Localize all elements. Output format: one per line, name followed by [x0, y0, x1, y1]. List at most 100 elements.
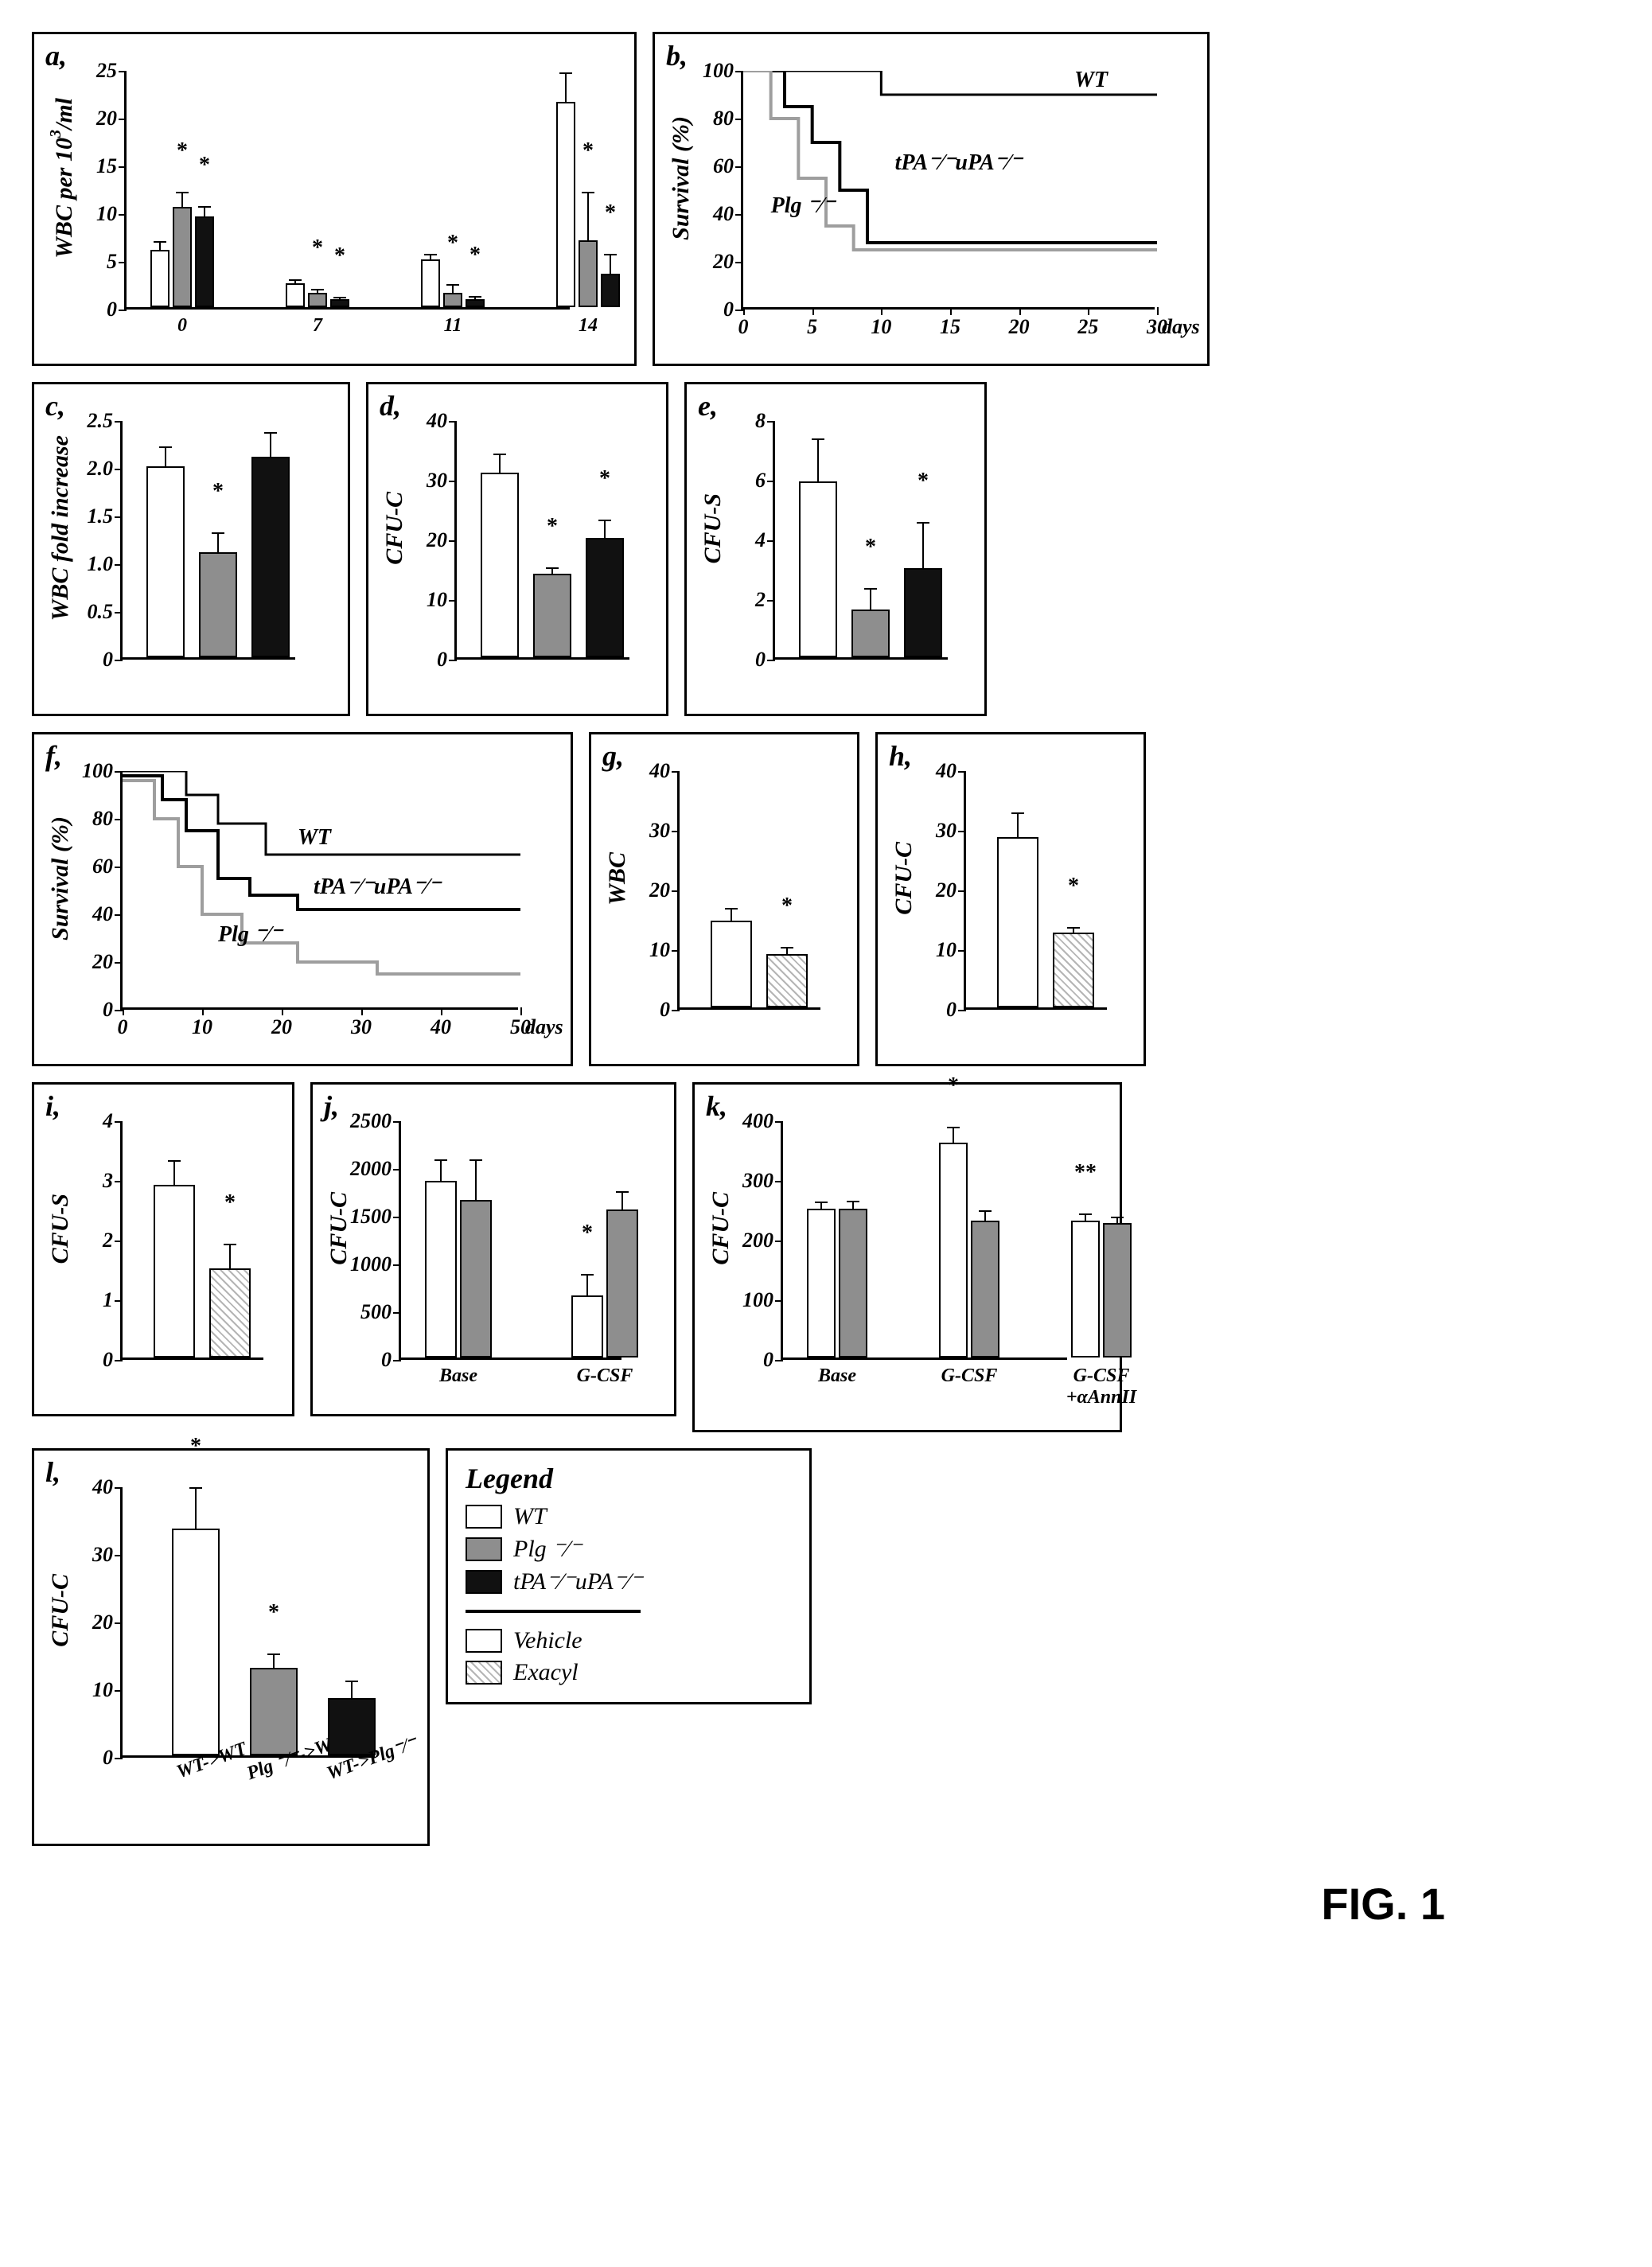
panel-a: a, WBC per 103/ml 0510152025**0**7**11**…: [32, 32, 637, 366]
bar: [199, 552, 237, 657]
bar: [425, 1181, 457, 1357]
plot-area: 010203040*WT->WT*Plg ⁻⁄⁻->WTWT->Plg⁻⁄⁻: [120, 1487, 375, 1758]
ylabel: CFU-C: [47, 1574, 74, 1647]
xtick-label: 5: [807, 315, 817, 339]
ytick-label: 1.5: [88, 504, 114, 528]
significance-star: *: [582, 138, 594, 164]
series-label: tPA⁻⁄⁻uPA⁻⁄⁻: [314, 873, 440, 900]
ytick-label: 2500: [350, 1109, 392, 1133]
ytick-label: 100: [703, 59, 734, 83]
ytick-label: 20: [427, 528, 447, 552]
ytick-label: 500: [360, 1300, 392, 1324]
bar: [251, 457, 290, 657]
significance-star: *: [469, 243, 481, 268]
ytick-label: 0: [107, 298, 117, 321]
significance-star: *: [334, 243, 345, 269]
bar: [807, 1209, 836, 1358]
bar: [556, 102, 575, 307]
significance-star: *: [312, 236, 323, 261]
bar: [481, 473, 519, 658]
ytick-label: 40: [427, 409, 447, 433]
panel-e: e, CFU-S 02468**: [684, 382, 987, 716]
legend-divider: [466, 1610, 641, 1613]
ytick-label: 2.0: [88, 457, 114, 481]
ytick-label: 2.5: [88, 409, 114, 433]
ytick-label: 0: [755, 648, 766, 672]
legend-item-vehicle: Vehicle: [466, 1627, 792, 1654]
bar: [766, 954, 808, 1008]
ytick-label: 30: [92, 1543, 113, 1567]
ytick-label: 3: [103, 1169, 113, 1193]
panel-label: k,: [706, 1089, 727, 1123]
bar: [146, 466, 185, 657]
panel-label: b,: [666, 39, 688, 72]
bar: [421, 259, 440, 307]
significance-star: *: [918, 469, 929, 494]
series-label: tPA⁻⁄⁻uPA⁻⁄⁻: [895, 149, 1022, 176]
panel-f: f, Survival (%) 02040608010001020304050d…: [32, 732, 573, 1066]
ytick-label: 80: [92, 807, 113, 831]
bar: [1103, 1223, 1132, 1357]
ylabel: WBC per 103/ml: [47, 98, 78, 259]
legend-item-plg: Plg ⁻⁄⁻: [466, 1535, 792, 1563]
significance-star: *: [199, 153, 210, 178]
ytick-label: 20: [936, 878, 957, 902]
bar: [939, 1143, 968, 1357]
plot-area: 05001000150020002500Base*G-CSF: [399, 1121, 621, 1360]
ytick-label: 0: [723, 298, 734, 321]
xtick-label: G-CSF +αAnnII: [1066, 1365, 1136, 1408]
significance-star: *: [190, 1434, 201, 1459]
xtick-label: 11: [444, 315, 462, 337]
xtick-label: 10: [871, 315, 891, 339]
significance-star: *: [781, 894, 793, 919]
ylabel: CFU-C: [325, 1192, 353, 1265]
significance-star: *: [1068, 874, 1079, 899]
series-label: WT: [298, 825, 331, 851]
significance-star: *: [268, 1600, 279, 1626]
ytick-label: 5: [107, 250, 117, 274]
ytick-label: 60: [713, 154, 734, 178]
panel-l: l, CFU-C 010203040*WT->WT*Plg ⁻⁄⁻->WTWT-…: [32, 1448, 430, 1846]
xtick-label: 15: [940, 315, 960, 339]
ytick-label: 100: [742, 1288, 773, 1312]
ytick-label: 1000: [350, 1252, 392, 1276]
panel-b: b, Survival (%) 020406080100051015202530…: [653, 32, 1210, 366]
panel-label: l,: [45, 1455, 60, 1489]
bar: [286, 283, 305, 307]
ytick-label: 1: [103, 1288, 113, 1312]
xtick-label: 14: [579, 315, 598, 337]
ytick-label: 0.5: [88, 600, 114, 624]
ytick-label: 100: [82, 759, 113, 783]
bar: [839, 1209, 867, 1358]
ytick-label: 2000: [350, 1157, 392, 1181]
ytick-label: 10: [427, 588, 447, 612]
bar: [579, 240, 598, 307]
ylabel: CFU-S: [699, 493, 727, 563]
bar: [330, 299, 349, 307]
ytick-label: 20: [92, 950, 113, 974]
ytick-label: 0: [103, 1348, 113, 1372]
ytick-label: 40: [92, 1475, 113, 1499]
ylabel: Survival (%): [47, 816, 74, 941]
bar: [1071, 1221, 1100, 1358]
ytick-label: 200: [742, 1229, 773, 1252]
panel-label: e,: [698, 389, 718, 423]
bar: [851, 610, 890, 657]
significance-star: *: [224, 1190, 236, 1216]
bar: [154, 1185, 195, 1358]
plot-area: 010203040*: [964, 771, 1107, 1010]
ytick-label: 300: [742, 1169, 773, 1193]
xtick-label: 30: [351, 1015, 372, 1039]
x-axis-suffix: days: [1162, 315, 1200, 339]
plot-area: 01234*: [120, 1121, 263, 1360]
series-label: Plg ⁻⁄⁻: [771, 192, 835, 219]
ytick-label: 1500: [350, 1205, 392, 1229]
panel-d: d, CFU-C 010203040**: [366, 382, 668, 716]
ytick-label: 0: [660, 998, 670, 1022]
panel-label: h,: [889, 739, 912, 773]
ytick-label: 30: [936, 819, 957, 843]
significance-star: *: [948, 1073, 959, 1099]
ytick-label: 0: [946, 998, 957, 1022]
series-label: WT: [1074, 68, 1108, 93]
ytick-label: 20: [92, 1611, 113, 1634]
